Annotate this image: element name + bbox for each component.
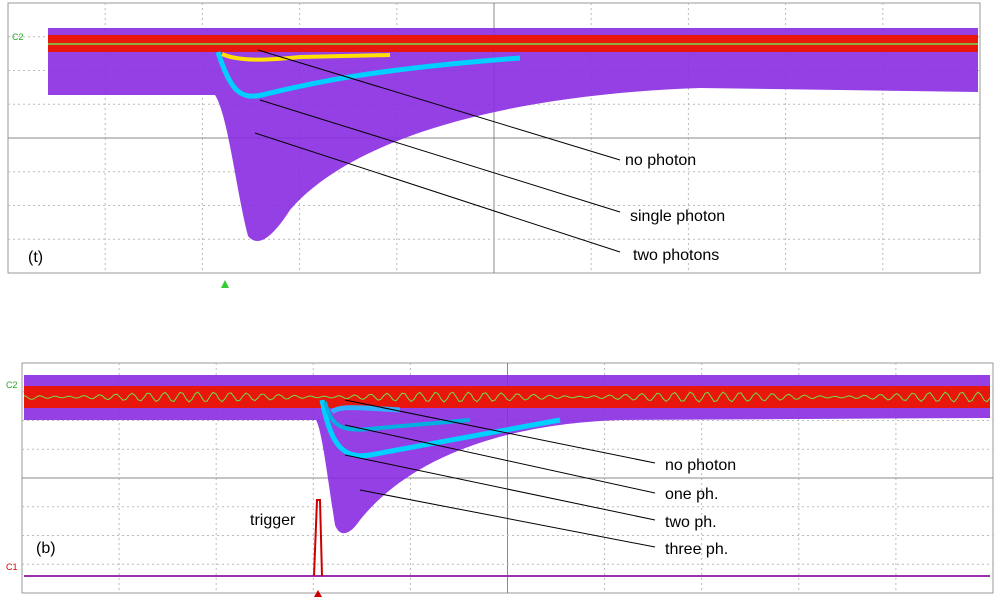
- bottom-persistence: [24, 375, 990, 534]
- channel-label: C2: [6, 380, 18, 390]
- leader-line: [254, 132, 621, 253]
- top-single-trace: [215, 51, 521, 99]
- leader-line: [259, 99, 621, 213]
- trigger-marker: [314, 590, 322, 597]
- trigger-label: trigger: [250, 512, 296, 529]
- bottom-two-trace: [319, 399, 561, 459]
- trigger-pulse: [313, 499, 323, 577]
- trigger-marker: [221, 280, 229, 288]
- leader-line: [344, 454, 656, 521]
- bottom-baseline-band: [24, 386, 990, 408]
- leader-line: [359, 489, 656, 548]
- annotation: no photon: [665, 457, 736, 474]
- top-yellow-trace: [221, 52, 391, 62]
- leader-line: [344, 399, 656, 464]
- bottom-mean-trace: [23, 391, 991, 403]
- annotation: single photon: [630, 208, 725, 225]
- annotation: two ph.: [665, 514, 717, 531]
- annotation: no photon: [625, 152, 696, 169]
- channel-label: C2: [12, 32, 24, 42]
- panel-label: (t): [28, 249, 43, 266]
- annotation: two photons: [633, 247, 719, 264]
- leader-line: [257, 49, 621, 161]
- channel-label: C1: [6, 562, 18, 572]
- annotation: one ph.: [665, 486, 718, 503]
- bottom-one-trace: [323, 401, 471, 432]
- annotation: three ph.: [665, 541, 728, 558]
- panel-label: (b): [36, 540, 56, 557]
- top-persistence: [48, 28, 978, 241]
- leader-line: [344, 424, 656, 494]
